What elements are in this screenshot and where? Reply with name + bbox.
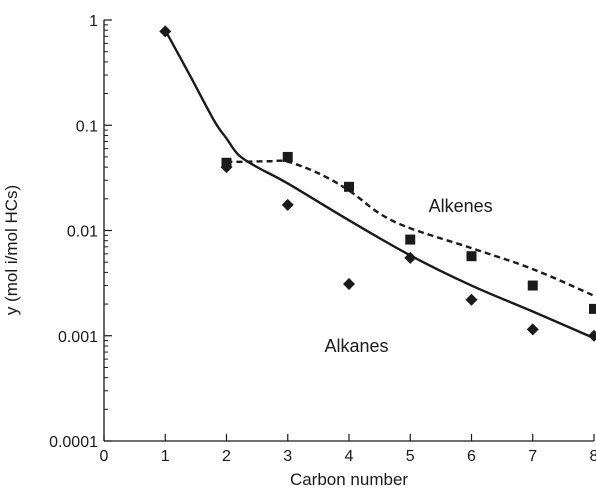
square-point xyxy=(405,234,416,245)
y-tick-label: 0.1 xyxy=(76,118,98,135)
square-point xyxy=(344,181,354,192)
y-tick-label: 0.01 xyxy=(67,224,98,241)
y-tick-label: 0.0001 xyxy=(49,434,98,451)
x-axis-label: Carbon number xyxy=(290,470,408,489)
axes xyxy=(103,20,594,442)
diamond-point xyxy=(404,251,417,264)
x-tick-label: 3 xyxy=(283,448,292,465)
ticks: 0 1 2 3 4 5 6 7 8 0.0001 0.001 0.01 0.1 1 xyxy=(49,13,596,465)
x-tick-label: 0 xyxy=(100,448,109,465)
square-point xyxy=(589,303,596,314)
alkanes-solid-curve xyxy=(164,29,595,340)
annotations: Alkenes Alkanes xyxy=(325,196,493,356)
series-markers xyxy=(159,25,596,342)
square-point xyxy=(221,157,232,168)
diamond-point xyxy=(588,329,596,342)
series-lines xyxy=(164,29,595,340)
diamond-point xyxy=(159,25,172,38)
x-tick-label: 7 xyxy=(528,448,537,465)
y-tick-label: 0.001 xyxy=(58,329,98,346)
diamond-point xyxy=(343,278,355,291)
x-tick-label: 2 xyxy=(222,448,231,465)
diamond-point xyxy=(526,323,539,336)
square-point xyxy=(466,251,477,262)
x-tick-label: 1 xyxy=(161,448,170,465)
x-tick-label: 6 xyxy=(467,448,476,465)
x-tick-label: 5 xyxy=(406,448,415,465)
annotation-alkanes: Alkanes xyxy=(325,336,389,356)
square-point xyxy=(282,151,293,162)
y-axis-label: y (mol i/mol HCs) xyxy=(2,185,21,315)
x-tick-label: 4 xyxy=(345,448,354,465)
y-tick-label: 1 xyxy=(89,13,98,30)
annotation-alkenes: Alkenes xyxy=(429,196,493,216)
diamond-point xyxy=(465,293,478,306)
square-point xyxy=(527,280,538,291)
diamond-point xyxy=(281,198,294,211)
x-tick-label: 8 xyxy=(590,448,596,465)
